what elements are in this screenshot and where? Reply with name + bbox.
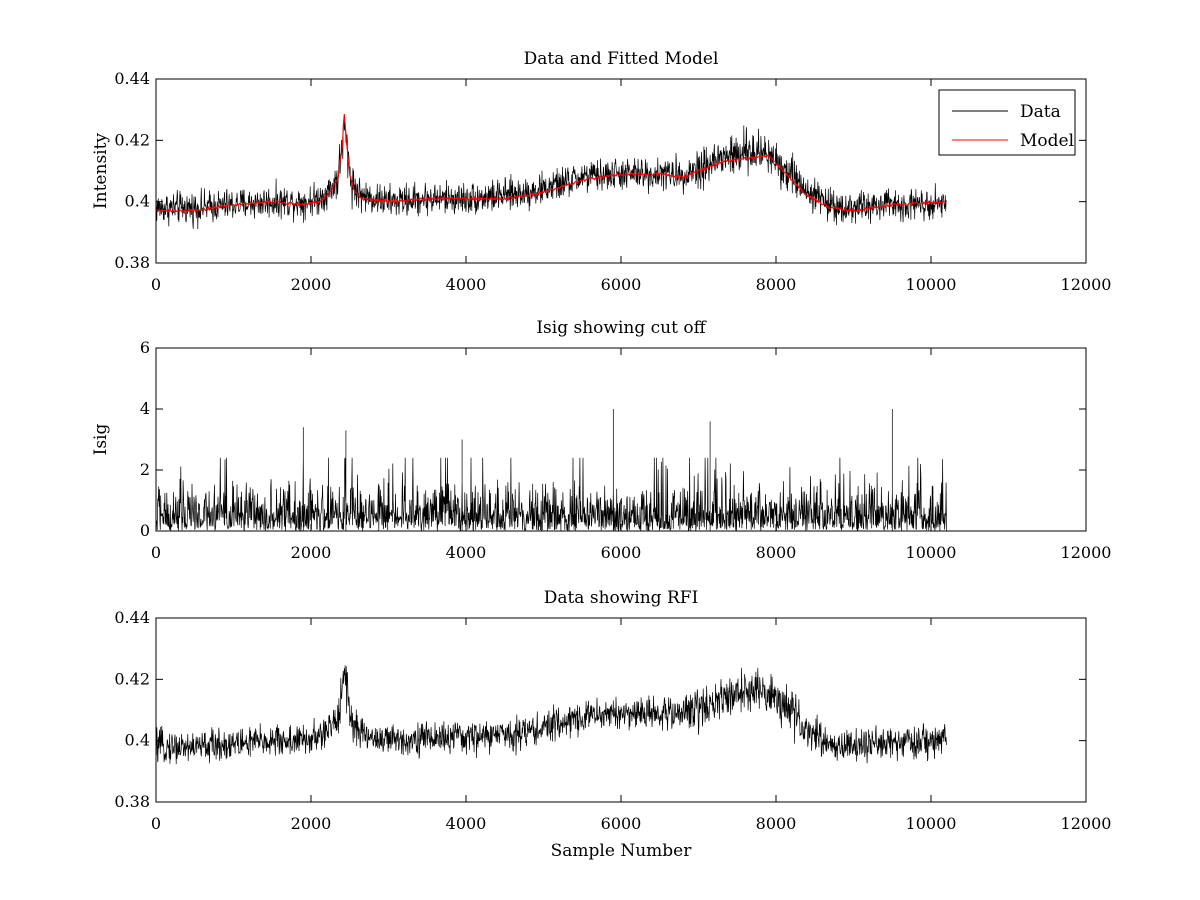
- y-axis-label: Intensity: [91, 133, 111, 209]
- x-tick-label: 4000: [446, 543, 487, 562]
- subplot-1: 0 2000 4000 6000 8000 10000 12000 0.38 0.4 0.42 0.…: [91, 49, 1111, 294]
- series-line-3-1: [156, 665, 947, 765]
- subplot-2: 0 2000 4000 6000 8000 10000 12000 0 2 4 6 Isig show…: [91, 318, 1111, 562]
- y-tick-label: 0.4: [125, 192, 150, 211]
- x-tick-label: 2000: [291, 814, 332, 833]
- legend-label: Data: [1020, 102, 1061, 122]
- x-tick-label: 8000: [756, 275, 797, 294]
- y-tick-label: 0.44: [114, 608, 150, 627]
- legend-label: Model: [1020, 131, 1074, 151]
- y-tick-label: 0.44: [114, 69, 150, 88]
- x-tick-label: 2000: [291, 275, 332, 294]
- x-tick-label: 12000: [1061, 275, 1112, 294]
- x-tick-label: 8000: [756, 543, 797, 562]
- y-tick-label: 0.42: [114, 130, 150, 149]
- x-tick-label: 6000: [601, 275, 642, 294]
- series-line-1-data: [156, 118, 947, 230]
- y-tick-label: 4: [140, 399, 150, 418]
- x-tick-label: 10000: [906, 814, 957, 833]
- x-tick-label: 10000: [906, 275, 957, 294]
- x-tick-label: 6000: [601, 814, 642, 833]
- x-tick-label: 0: [151, 275, 161, 294]
- series-line-2-1: [156, 409, 947, 531]
- x-tick-label: 12000: [1061, 814, 1112, 833]
- y-tick-label: 0.38: [114, 792, 150, 811]
- plot-title: Data and Fitted Model: [524, 49, 719, 69]
- x-tick-label: 0: [151, 543, 161, 562]
- x-tick-label: 10000: [906, 543, 957, 562]
- x-tick-label: 12000: [1061, 543, 1112, 562]
- x-tick-label: 4000: [446, 275, 487, 294]
- y-tick-label: 0.38: [114, 253, 150, 272]
- legend-box: [938, 89, 1076, 156]
- x-tick-label: 2000: [291, 543, 332, 562]
- y-tick-label: 0.42: [114, 669, 150, 688]
- x-axis-label: Sample Number: [551, 841, 693, 861]
- y-tick-label: 6: [140, 338, 150, 357]
- legend: Data Model: [938, 89, 1076, 156]
- x-tick-label: 0: [151, 814, 161, 833]
- y-tick-label: 0: [140, 521, 150, 540]
- series-line-1-model: [156, 113, 947, 214]
- subplot-3: 0 2000 4000 6000 8000 10000 12000 0.38 0.4 0.42 0.…: [114, 588, 1111, 861]
- y-axis-label: Isig: [91, 424, 111, 456]
- plot-title: Data showing RFI: [544, 588, 699, 608]
- y-tick-label: 2: [140, 460, 150, 479]
- y-tick-label: 0.4: [125, 731, 150, 750]
- x-tick-label: 4000: [446, 814, 487, 833]
- plot-title: Isig showing cut off: [536, 318, 707, 338]
- x-tick-label: 8000: [756, 814, 797, 833]
- x-tick-label: 6000: [601, 543, 642, 562]
